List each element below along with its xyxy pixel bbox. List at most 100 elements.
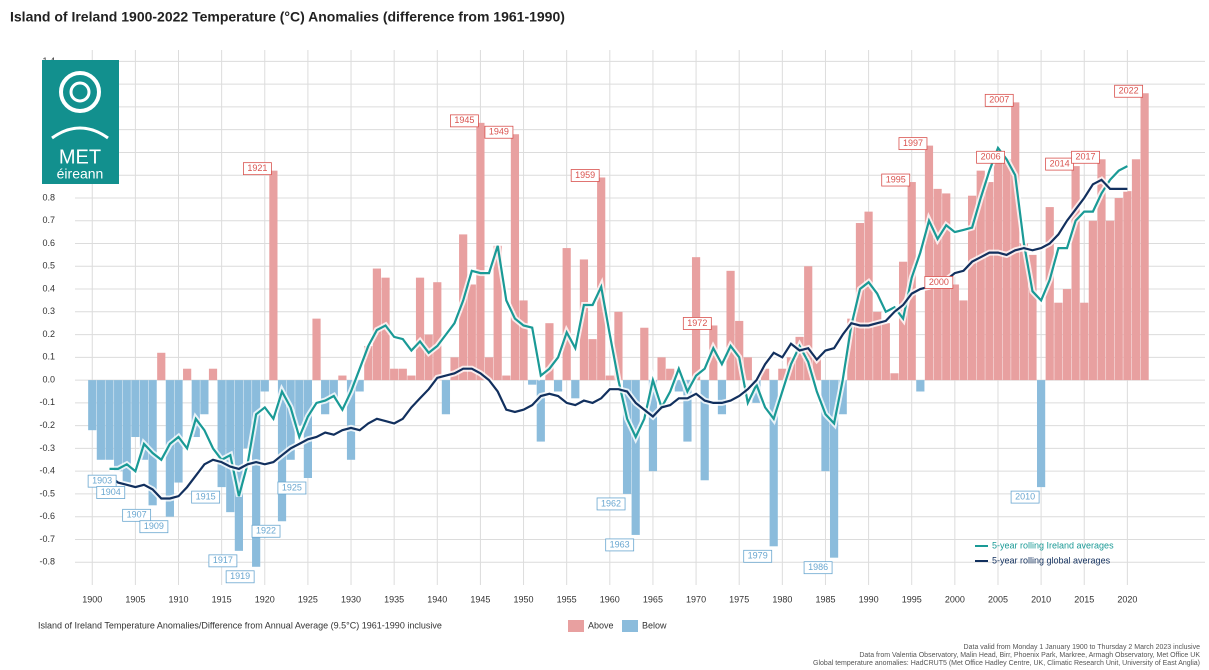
bar: [864, 211, 873, 381]
x-tick-label: 1960: [600, 594, 620, 604]
bar: [657, 357, 666, 381]
annotation: 1909: [144, 521, 164, 531]
bar: [700, 380, 709, 481]
bar: [1088, 220, 1097, 381]
bar: [959, 300, 968, 381]
bar: [286, 380, 295, 460]
legend-label: 5-year rolling Ireland averages: [992, 540, 1114, 550]
bar: [157, 352, 166, 381]
y-tick-label: 0.6: [42, 238, 55, 248]
source-note: Data from Valentia Observatory, Malin He…: [859, 652, 1200, 659]
bar: [873, 311, 882, 381]
y-tick-label: 0.0: [42, 374, 55, 384]
bar: [398, 368, 407, 381]
annotation: 1995: [886, 174, 906, 184]
x-tick-label: 1900: [82, 594, 102, 604]
bar: [1071, 166, 1080, 381]
annotation: 1915: [196, 491, 216, 501]
annotation-box: [1071, 150, 1100, 164]
bar: [1011, 102, 1020, 381]
legend-title: Island of Ireland Temperature Anomalies/…: [38, 620, 442, 630]
bar: [1080, 302, 1089, 381]
x-tick-label: 1990: [859, 594, 879, 604]
bar: [1097, 159, 1106, 381]
x-tick-label: 1940: [427, 594, 447, 604]
x-tick-label: 2005: [988, 594, 1008, 604]
bar: [390, 368, 399, 381]
y-tick-label: -0.3: [39, 443, 55, 453]
x-tick-label: 1915: [212, 594, 232, 604]
bar: [1045, 207, 1054, 381]
annotation-box: [1010, 490, 1040, 504]
source-note: Global temperature anomalies: HadCRUT5 (…: [813, 660, 1200, 667]
y-tick-label: -0.2: [39, 420, 55, 430]
bar: [1114, 197, 1123, 381]
bar: [493, 245, 502, 381]
bar: [131, 380, 140, 438]
bar: [950, 284, 959, 381]
annotation-box: [484, 125, 514, 139]
bar: [924, 145, 934, 381]
y-tick-label: -0.5: [39, 488, 55, 498]
annotation: 2014: [1050, 158, 1070, 168]
annotation: 2022: [1119, 86, 1139, 96]
legend-label: Above: [588, 620, 614, 630]
bar: [1019, 243, 1028, 381]
bar: [295, 380, 304, 426]
x-tick-label: 1905: [125, 594, 145, 604]
bar: [1140, 93, 1149, 381]
x-tick-label: 2000: [945, 594, 965, 604]
y-tick-label: 0.3: [42, 306, 55, 316]
bar: [191, 380, 200, 438]
annotation: 2017: [1075, 152, 1095, 162]
x-tick-label: 1930: [341, 594, 361, 604]
bar: [760, 368, 770, 381]
bar: [735, 320, 744, 381]
bar: [139, 380, 149, 460]
bar: [88, 380, 97, 431]
bar: [269, 170, 278, 381]
x-tick-label: 1985: [815, 594, 835, 604]
bar: [571, 380, 580, 399]
y-tick-label: 0.8: [42, 192, 55, 202]
bar: [536, 380, 545, 442]
bar: [502, 375, 511, 381]
annotation-box: [1114, 84, 1144, 98]
bar: [243, 380, 252, 449]
bar: [260, 380, 269, 392]
bar: [467, 284, 476, 381]
bar: [510, 134, 520, 381]
annotation-box: [898, 137, 928, 151]
bar: [743, 357, 752, 381]
annotation: 1919: [230, 571, 250, 581]
bar: [812, 357, 821, 381]
bar: [968, 195, 977, 381]
x-tick-label: 1955: [557, 594, 577, 604]
y-tick-label: 0.1: [42, 352, 55, 362]
bar: [114, 380, 123, 472]
bar: [916, 380, 925, 392]
logo-swirl: [59, 71, 101, 113]
x-tick-label: 1970: [686, 594, 706, 604]
logo-arc: [51, 126, 109, 140]
x-tick-label: 1935: [384, 594, 404, 604]
bar: [1054, 302, 1063, 381]
bar: [200, 380, 209, 415]
bar: [372, 268, 382, 381]
bar: [433, 282, 442, 381]
annotation: 1986: [808, 562, 828, 572]
annotation: 1917: [213, 555, 233, 565]
bar: [1123, 191, 1132, 381]
line: [109, 145, 1128, 497]
annotation-box: [976, 150, 1006, 164]
annotation: 1922: [256, 526, 276, 536]
bar: [976, 170, 985, 381]
annotation: 1945: [454, 115, 474, 125]
bar: [588, 339, 597, 381]
bar: [1002, 159, 1011, 381]
annotation-box: [251, 524, 281, 538]
x-tick-label: 1975: [729, 594, 749, 604]
legend-swatch: [622, 620, 638, 632]
bar: [993, 152, 1003, 381]
bar: [174, 380, 183, 483]
